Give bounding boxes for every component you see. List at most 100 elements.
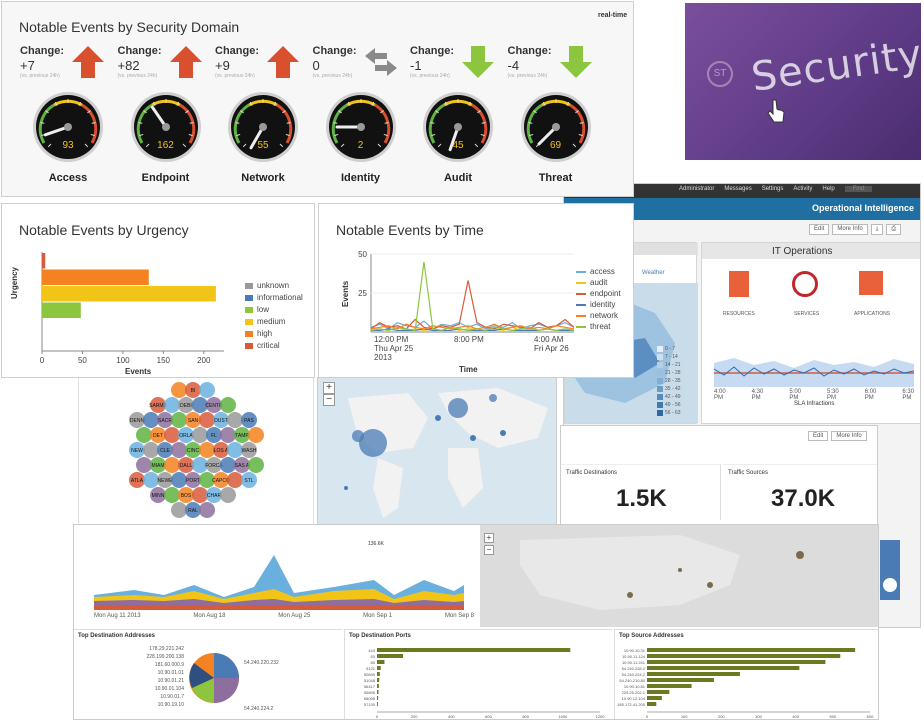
bubble[interactable] bbox=[248, 457, 264, 473]
bar[interactable] bbox=[377, 690, 379, 694]
urgency-bar-low[interactable] bbox=[42, 302, 81, 319]
bubble[interactable] bbox=[206, 487, 222, 503]
ops-menu-messages[interactable]: Messages bbox=[724, 186, 752, 192]
bubble[interactable] bbox=[136, 427, 152, 443]
bubble[interactable] bbox=[164, 457, 180, 473]
bubble[interactable] bbox=[150, 397, 166, 413]
bar[interactable] bbox=[377, 648, 571, 652]
bubble[interactable] bbox=[143, 412, 159, 428]
bar[interactable] bbox=[647, 702, 657, 706]
bar[interactable] bbox=[647, 684, 692, 688]
time-legend-item[interactable]: audit bbox=[576, 278, 621, 287]
ops-menu-help[interactable]: Help bbox=[822, 186, 835, 192]
bar[interactable] bbox=[647, 648, 856, 652]
bar[interactable] bbox=[377, 660, 385, 664]
bubble[interactable] bbox=[220, 487, 236, 503]
ops-menu-admin[interactable]: Administrator bbox=[679, 186, 715, 192]
bubble[interactable] bbox=[164, 487, 180, 503]
bubble[interactable] bbox=[199, 382, 215, 398]
bubble[interactable] bbox=[206, 427, 222, 443]
bubble[interactable] bbox=[129, 442, 145, 458]
bubble[interactable] bbox=[164, 397, 180, 413]
bubble[interactable] bbox=[150, 457, 166, 473]
bubble[interactable] bbox=[164, 427, 180, 443]
urgency-legend-item[interactable]: informational bbox=[245, 293, 303, 302]
bubble[interactable] bbox=[185, 442, 201, 458]
bubble[interactable] bbox=[171, 472, 187, 488]
bubble[interactable] bbox=[213, 412, 229, 428]
bubble[interactable] bbox=[143, 472, 159, 488]
bubble[interactable] bbox=[192, 457, 208, 473]
bubble[interactable] bbox=[185, 382, 201, 398]
bubble[interactable] bbox=[227, 442, 243, 458]
bar[interactable] bbox=[647, 690, 670, 694]
bubble[interactable] bbox=[192, 487, 208, 503]
bubble[interactable] bbox=[143, 442, 159, 458]
bubble[interactable] bbox=[199, 502, 215, 518]
time-series-threat[interactable] bbox=[370, 261, 575, 332]
bar[interactable] bbox=[377, 702, 378, 706]
bar[interactable] bbox=[377, 684, 379, 688]
resources-icon[interactable] bbox=[729, 271, 749, 297]
bubble[interactable] bbox=[185, 502, 201, 518]
bubble[interactable] bbox=[157, 472, 173, 488]
urgency-legend-item[interactable]: critical bbox=[245, 341, 303, 350]
bubble[interactable] bbox=[171, 382, 187, 398]
bubble[interactable] bbox=[227, 412, 243, 428]
traffic-more-info-button[interactable]: More Info bbox=[831, 431, 867, 441]
bubble[interactable] bbox=[227, 472, 243, 488]
applications-icon[interactable] bbox=[859, 271, 883, 295]
time-series-network[interactable] bbox=[370, 323, 575, 330]
urgency-bar-medium[interactable] bbox=[42, 286, 216, 302]
bubble[interactable] bbox=[220, 427, 236, 443]
bubble[interactable] bbox=[192, 397, 208, 413]
bubble[interactable] bbox=[220, 397, 236, 413]
services-icon[interactable] bbox=[792, 271, 818, 297]
bubble[interactable] bbox=[234, 457, 250, 473]
bubble[interactable] bbox=[213, 472, 229, 488]
ops-download-icon[interactable]: ⤓ bbox=[870, 224, 884, 235]
bottom-map-zoom-in-button[interactable]: + bbox=[484, 533, 494, 543]
bubble[interactable] bbox=[150, 487, 166, 503]
bar[interactable] bbox=[377, 672, 380, 676]
urgency-bar-high[interactable] bbox=[42, 269, 149, 286]
time-legend-item[interactable]: endpoint bbox=[576, 289, 621, 298]
time-legend-item[interactable]: threat bbox=[576, 322, 621, 331]
urgency-legend-item[interactable]: medium bbox=[245, 317, 303, 326]
bar[interactable] bbox=[647, 660, 826, 664]
bar[interactable] bbox=[647, 696, 662, 700]
time-legend-item[interactable]: access bbox=[576, 267, 621, 276]
map-zoom-in-button[interactable]: + bbox=[323, 382, 335, 394]
bubble[interactable] bbox=[178, 427, 194, 443]
time-legend-item[interactable]: network bbox=[576, 311, 621, 320]
bubble[interactable] bbox=[150, 427, 166, 443]
bubble[interactable] bbox=[171, 442, 187, 458]
bar[interactable] bbox=[647, 672, 740, 676]
traffic-edit-button[interactable]: Edit bbox=[808, 431, 829, 441]
ops-find-input[interactable]: Find bbox=[844, 186, 873, 192]
time-series-endpoint[interactable] bbox=[370, 280, 575, 330]
bubble[interactable] bbox=[178, 457, 194, 473]
bubble[interactable] bbox=[241, 412, 257, 428]
ops-more-info-button[interactable]: More Info bbox=[832, 224, 868, 235]
bubble[interactable] bbox=[157, 442, 173, 458]
ops-edit-button[interactable]: Edit bbox=[809, 224, 830, 235]
bubble[interactable] bbox=[178, 487, 194, 503]
urgency-legend-item[interactable]: low bbox=[245, 305, 303, 314]
bubble[interactable] bbox=[234, 427, 250, 443]
bar[interactable] bbox=[377, 654, 404, 658]
bar[interactable] bbox=[647, 678, 714, 682]
bar[interactable] bbox=[377, 678, 380, 682]
bubble[interactable] bbox=[220, 457, 236, 473]
bubble[interactable] bbox=[192, 427, 208, 443]
bar[interactable] bbox=[647, 654, 841, 658]
urgency-bar-critical[interactable] bbox=[42, 253, 46, 269]
bar[interactable] bbox=[377, 696, 379, 700]
bubble[interactable] bbox=[171, 502, 187, 518]
bubble[interactable] bbox=[129, 412, 145, 428]
time-legend-item[interactable]: identity bbox=[576, 300, 621, 309]
bubble[interactable] bbox=[199, 412, 215, 428]
bubble[interactable] bbox=[185, 412, 201, 428]
bubble[interactable] bbox=[199, 472, 215, 488]
bubble[interactable] bbox=[248, 427, 264, 443]
